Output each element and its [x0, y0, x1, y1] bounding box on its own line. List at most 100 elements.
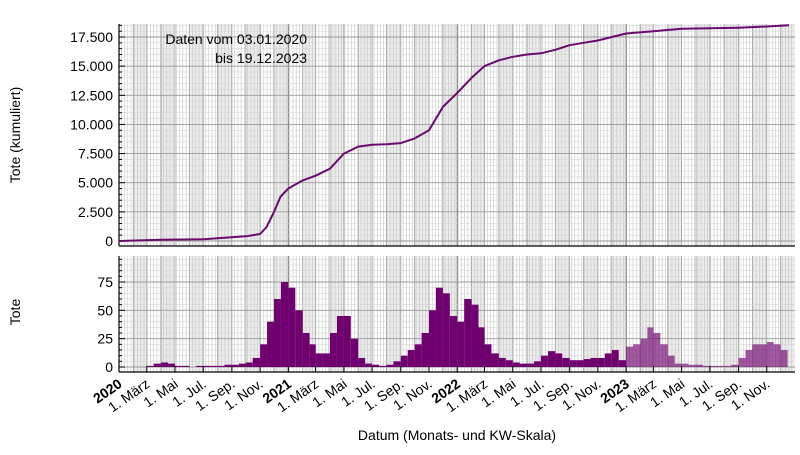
daily-deaths-bar: [274, 299, 281, 367]
daily-deaths-bar: [260, 344, 268, 367]
daily-deaths-bar: [653, 333, 661, 367]
month-band: [667, 24, 682, 246]
month-band: [189, 24, 204, 246]
month-band: [695, 256, 710, 372]
daily-deaths-bar: [329, 333, 337, 367]
y-tick-label: 5.000: [78, 175, 113, 191]
y-tick-label: 0: [105, 359, 113, 375]
month-band: [611, 256, 627, 372]
daily-deaths-bar: [449, 316, 458, 367]
month-band: [442, 24, 458, 246]
daily-deaths-bar: [478, 327, 485, 367]
daily-deaths-bar: [153, 363, 162, 367]
month-band: [471, 24, 485, 246]
daily-deaths-bar: [386, 364, 394, 367]
daily-deaths-bar: [773, 344, 781, 367]
y-tick-label: 75: [97, 274, 113, 290]
bottom-y-axis-label: Tote: [7, 299, 23, 326]
daily-deaths-bar: [414, 344, 422, 367]
daily-deaths-bar: [724, 365, 732, 367]
daily-deaths-bar: [555, 353, 563, 367]
month-band: [329, 24, 344, 246]
y-tick-label: 17.500: [70, 29, 113, 45]
daily-deaths-bar: [350, 338, 359, 367]
daily-deaths-bar: [196, 365, 204, 367]
daily-deaths-bar: [280, 282, 289, 367]
month-band: [780, 256, 795, 372]
daily-deaths-bar: [709, 365, 717, 367]
daily-deaths-bar: [309, 344, 316, 367]
daily-deaths-bar: [667, 355, 675, 367]
daily-deaths-bar: [435, 287, 443, 367]
daily-deaths-bar: [210, 365, 218, 367]
month-band: [133, 256, 147, 372]
daily-deaths-bar: [590, 357, 598, 367]
daily-deaths-bar: [731, 364, 739, 367]
daily-deaths-bar: [738, 357, 746, 367]
daily-deaths-bar: [379, 365, 387, 367]
month-band: [695, 24, 710, 246]
daily-deaths-bar: [759, 344, 767, 367]
daily-deaths-bar: [181, 365, 190, 367]
cumulative-deaths-line: [119, 24, 790, 242]
daily-deaths-bar: [336, 316, 344, 367]
daily-deaths-bar: [745, 350, 753, 367]
daily-deaths-bar: [688, 364, 696, 367]
month-band: [245, 24, 261, 246]
top-y-axis-label: Tote (kumuliert): [7, 87, 23, 183]
daily-deaths-bar: [429, 310, 436, 367]
daily-deaths-bar: [547, 351, 556, 367]
daily-deaths-bar: [161, 362, 169, 367]
daily-deaths-bar: [618, 360, 627, 367]
annotation-line-1: Daten vom 03.01.2020: [165, 31, 307, 47]
month-band: [133, 24, 147, 246]
month-band: [667, 256, 682, 372]
daily-deaths-bar: [315, 353, 323, 367]
daily-deaths-bar: [288, 287, 296, 367]
daily-deaths-bar: [647, 327, 654, 367]
daily-deaths-bar: [505, 360, 513, 367]
x-axis-label: Datum (Monats- und KW-Skala): [358, 427, 556, 443]
daily-deaths-bar: [702, 365, 710, 367]
daily-deaths-bar: [442, 293, 450, 367]
daily-deaths-bar: [491, 353, 499, 367]
y-tick-label: 7.500: [78, 146, 113, 162]
daily-deaths-bar: [780, 350, 788, 367]
month-band: [611, 24, 627, 246]
daily-deaths-bar: [372, 364, 380, 367]
daily-deaths-bar: [484, 344, 492, 367]
daily-deaths-bar: [393, 361, 401, 367]
daily-deaths-bar: [766, 342, 774, 367]
daily-deaths-bar: [267, 321, 275, 367]
month-band: [161, 24, 175, 246]
month-band: [724, 24, 739, 246]
daily-deaths-bar: [512, 362, 520, 367]
daily-deaths-bar: [576, 360, 584, 367]
daily-deaths-bar: [231, 364, 239, 367]
daily-deaths-bar: [752, 344, 760, 367]
annotation-line-2: bis 19.12.2023: [215, 50, 307, 66]
y-tick-label: 2.500: [78, 204, 113, 220]
daily-deaths-bar: [626, 346, 634, 367]
month-band: [527, 24, 541, 246]
y-tick-label: 15.000: [70, 58, 113, 74]
daily-deaths-bar: [343, 316, 351, 367]
daily-deaths-bar: [695, 364, 703, 367]
daily-deaths-bar: [400, 355, 408, 367]
daily-deaths-bar: [604, 353, 612, 367]
daily-deaths-bar: [640, 338, 648, 367]
month-band: [724, 256, 739, 372]
daily-deaths-bar: [534, 361, 541, 367]
y-tick-label: 12.500: [70, 87, 113, 103]
daily-deaths-bar: [471, 304, 479, 367]
daily-deaths-bar: [464, 299, 472, 367]
month-band: [555, 24, 570, 246]
month-band: [161, 256, 175, 372]
month-band: [780, 24, 795, 246]
month-band: [527, 256, 541, 372]
month-band: [498, 24, 513, 246]
daily-deaths-bar: [498, 357, 506, 367]
month-band: [358, 24, 373, 246]
daily-deaths-bar: [146, 365, 154, 367]
